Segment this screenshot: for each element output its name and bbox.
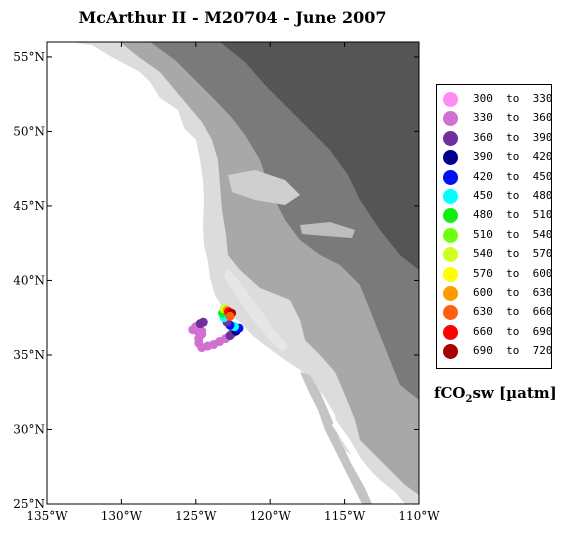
baja-peninsula xyxy=(300,372,372,504)
legend-entry: 690 to 720 xyxy=(437,342,553,361)
legend-swatch xyxy=(443,324,458,340)
legend-entry: 480 to 510 xyxy=(437,206,553,225)
terrain-layer xyxy=(70,42,419,504)
plain xyxy=(300,222,355,238)
legend-label: 330 to 360 xyxy=(473,111,553,125)
legend-label: 510 to 540 xyxy=(473,227,553,241)
legend-label: 690 to 720 xyxy=(473,344,553,358)
interior-basin xyxy=(228,170,300,205)
legend-swatch xyxy=(443,247,458,263)
legend-swatch xyxy=(443,227,458,243)
legend-swatch xyxy=(443,189,458,204)
legend-label: 600 to 630 xyxy=(473,286,553,299)
track-point xyxy=(225,311,235,321)
legend-swatch xyxy=(443,305,458,321)
lat-tick-label: 25°N xyxy=(13,497,45,511)
legend-box: 300 to 330 330 to 360 360 to 390 390 to 420… xyxy=(436,84,552,369)
legend-label: 660 to 690 xyxy=(473,324,553,338)
lon-tick-label: 135°W xyxy=(26,509,68,523)
unit-subscript: 2 xyxy=(465,394,473,405)
legend-entry: 540 to 570 xyxy=(437,245,553,264)
legend-entry: 360 to 390 xyxy=(437,129,553,148)
legend-swatch xyxy=(443,130,458,146)
legend-swatch xyxy=(443,92,458,107)
legend-label: 300 to 330 xyxy=(473,92,553,105)
legend-swatch xyxy=(443,344,458,360)
lon-tick-label: 130°W xyxy=(101,509,143,523)
lat-tick-label: 40°N xyxy=(13,273,45,287)
unit-main: fCO xyxy=(434,384,466,402)
lon-tick-label: 110°W xyxy=(398,509,440,523)
legend-entry: 450 to 480 xyxy=(437,187,553,206)
legend-entry: 330 to 360 xyxy=(437,109,553,128)
central-valley xyxy=(224,268,288,352)
lon-tick-label: 125°W xyxy=(175,509,217,523)
legend-entry: 420 to 450 xyxy=(437,168,553,187)
gulf-of-california xyxy=(332,420,398,504)
lat-tick-label: 55°N xyxy=(13,50,45,64)
legend-unit-label: fCO2sw [µatm] xyxy=(434,384,564,405)
lat-tick-label: 45°N xyxy=(13,199,45,213)
legend-label: 450 to 480 xyxy=(473,189,553,202)
lat-tick-label: 50°N xyxy=(13,124,45,138)
legend-entry: 510 to 540 xyxy=(437,226,553,245)
land-peak xyxy=(220,42,419,270)
axis-ticks: 135°W 130°W 125°W 120°W 115°W 110°W 25°N 30°N 35… xyxy=(13,42,440,523)
legend-swatch xyxy=(443,286,458,301)
legend-label: 630 to 660 xyxy=(473,305,553,319)
legend-label: 570 to 600 xyxy=(473,266,553,280)
ship-track xyxy=(188,304,244,353)
legend-swatch xyxy=(443,266,458,282)
legend-label: 360 to 390 xyxy=(473,130,553,144)
unit-rest: sw [µatm] xyxy=(472,384,557,402)
legend-swatch xyxy=(443,150,458,166)
legend-entry: 600 to 630 xyxy=(437,284,553,303)
lat-tick-label: 30°N xyxy=(13,422,45,436)
legend-entry: 390 to 420 xyxy=(437,148,553,167)
legend-swatch xyxy=(443,111,458,127)
legend-entry: 300 to 330 xyxy=(437,90,553,109)
lat-tick-label: 35°N xyxy=(13,348,45,362)
track-point xyxy=(198,317,208,327)
legend-entry: 570 to 600 xyxy=(437,265,553,284)
legend-label: 390 to 420 xyxy=(473,150,553,164)
map-frame xyxy=(46,41,420,505)
legend-label: 480 to 510 xyxy=(473,208,553,222)
legend-entry: 630 to 660 xyxy=(437,303,553,322)
legend-label: 540 to 570 xyxy=(473,247,553,261)
map-title: McArthur II - M20704 - June 2007 xyxy=(78,8,387,27)
legend-label: 420 to 450 xyxy=(473,169,553,183)
legend-swatch xyxy=(443,208,458,224)
lon-tick-label: 115°W xyxy=(324,509,366,523)
lon-tick-label: 120°W xyxy=(250,509,292,523)
legend-entry: 660 to 690 xyxy=(437,323,553,342)
legend-swatch xyxy=(443,169,458,185)
